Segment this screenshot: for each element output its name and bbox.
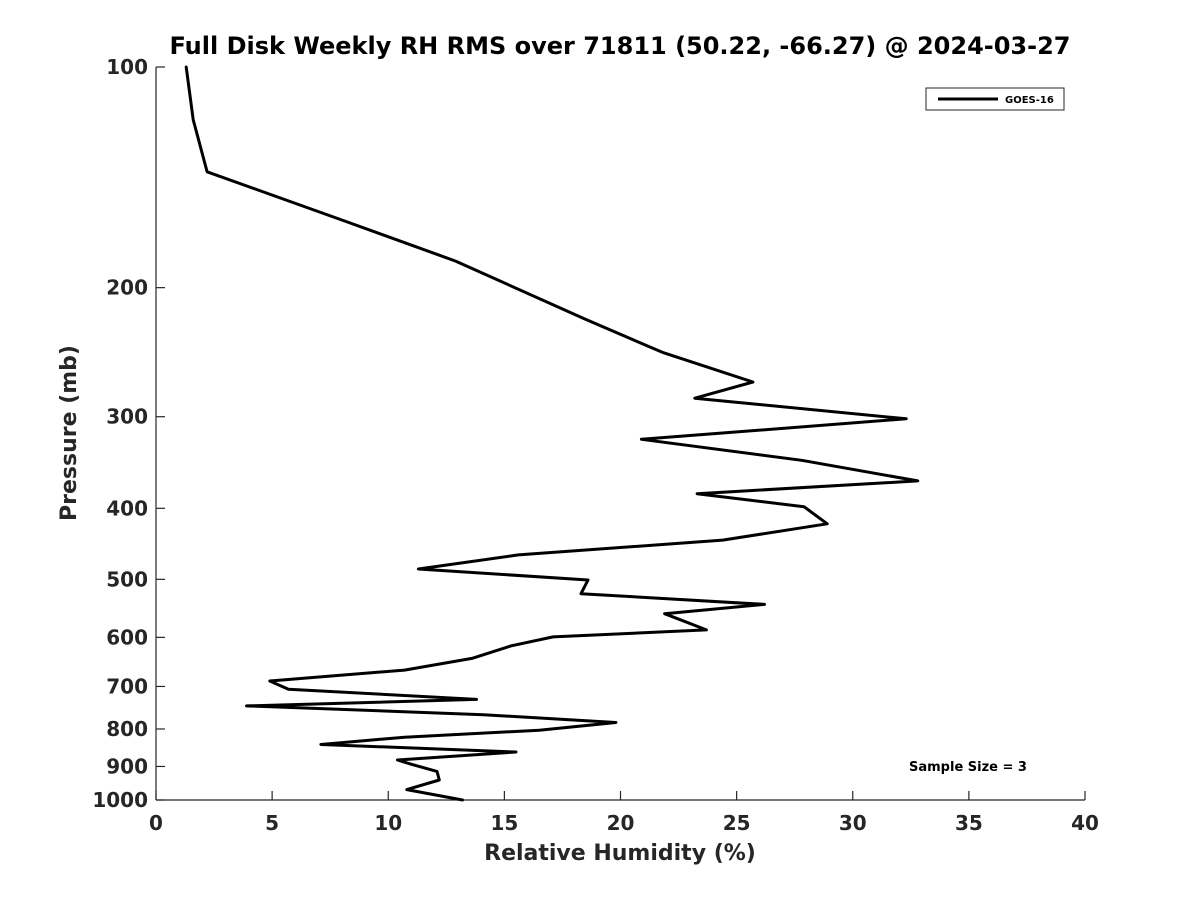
x-tick-label: 25	[723, 811, 751, 835]
x-ticks: 0 5 10 15 20 25 30 35 40	[149, 791, 1099, 835]
y-tick-label: 300	[106, 405, 148, 429]
y-tick-label: 800	[106, 717, 148, 741]
y-tick-label: 100	[106, 55, 148, 79]
sample-size-annotation: Sample Size = 3	[909, 760, 1027, 775]
x-tick-label: 30	[839, 811, 867, 835]
chart-title: Full Disk Weekly RH RMS over 71811 (50.2…	[169, 32, 1070, 60]
y-axis-label: Pressure (mb)	[57, 345, 82, 521]
x-tick-label: 40	[1071, 811, 1099, 835]
x-tick-label: 0	[149, 811, 163, 835]
x-axis-label: Relative Humidity (%)	[484, 841, 756, 866]
y-tick-label: 600	[106, 625, 148, 649]
legend-label-goes-16: GOES-16	[1005, 95, 1054, 106]
x-tick-label: 10	[374, 811, 402, 835]
series-layer	[184, 65, 920, 802]
y-tick-label: 200	[106, 276, 148, 300]
series-line-goes-16	[184, 65, 920, 802]
y-tick-label: 500	[106, 567, 148, 591]
y-tick-label: 1000	[92, 788, 148, 812]
x-tick-label: 20	[607, 811, 635, 835]
y-tick-label: 400	[106, 496, 148, 520]
x-tick-label: 15	[490, 811, 518, 835]
y-tick-label: 700	[106, 674, 148, 698]
y-ticks: 100 200 300 400 500 600 700 800 900 1000	[92, 55, 165, 812]
legend: GOES-16	[925, 87, 1065, 111]
x-tick-label: 5	[265, 811, 279, 835]
x-tick-label: 35	[955, 811, 983, 835]
y-tick-label: 900	[106, 754, 148, 778]
